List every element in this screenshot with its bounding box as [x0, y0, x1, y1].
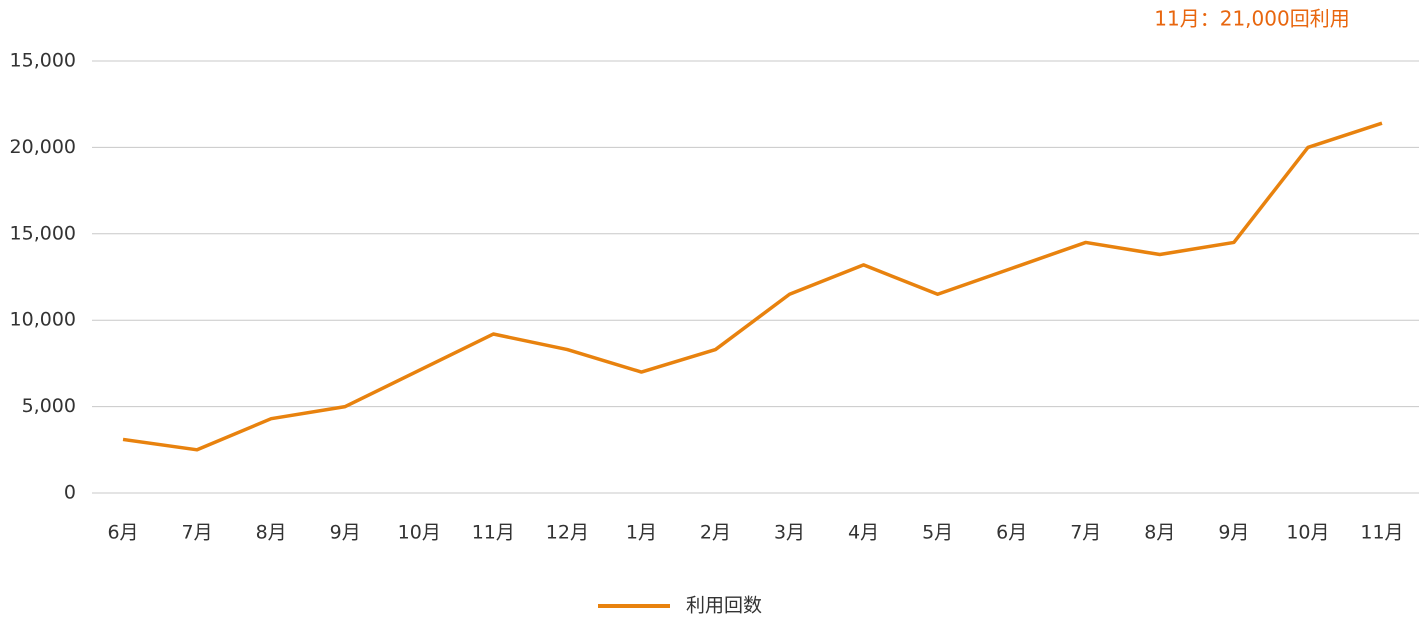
line: [122, 121, 1383, 452]
x-tick-label: 2月: [700, 522, 731, 544]
x-tick-label: 3月: [774, 522, 805, 544]
x-tick-label: 9月: [1218, 522, 1249, 544]
x-tick-label: 4月: [848, 522, 879, 544]
x-tick-label: 10月: [398, 522, 441, 544]
x-tick-label: 5月: [922, 522, 953, 544]
y-tick-label: 15,000: [10, 222, 76, 244]
x-tick-label: 7月: [182, 522, 213, 544]
x-tick-label: 11月: [1360, 522, 1403, 544]
x-tick-label: 6月: [107, 522, 138, 544]
x-tick-label: 1月: [626, 522, 657, 544]
x-tick-label: 6月: [996, 522, 1027, 544]
y-tick-label: 0: [64, 482, 76, 504]
legend-label: 利用回数: [686, 595, 762, 617]
x-tick-label: 8月: [256, 522, 287, 544]
x-tick-label: 10月: [1286, 522, 1329, 544]
x-tick-label: 9月: [330, 522, 361, 544]
annotation: 11月：21,000回利用: [1154, 7, 1349, 31]
y-tick-label: 10,000: [10, 309, 76, 331]
x-tick-label: 8月: [1144, 522, 1175, 544]
x-tick-label: 7月: [1070, 522, 1101, 544]
x-tick-label: 11月: [472, 522, 515, 544]
y-tick-label: 15,000: [10, 50, 76, 72]
x-tick-label: 12月: [546, 522, 589, 544]
y-tick-label: 20,000: [10, 136, 76, 158]
y-tick-label: 5,000: [22, 395, 76, 417]
